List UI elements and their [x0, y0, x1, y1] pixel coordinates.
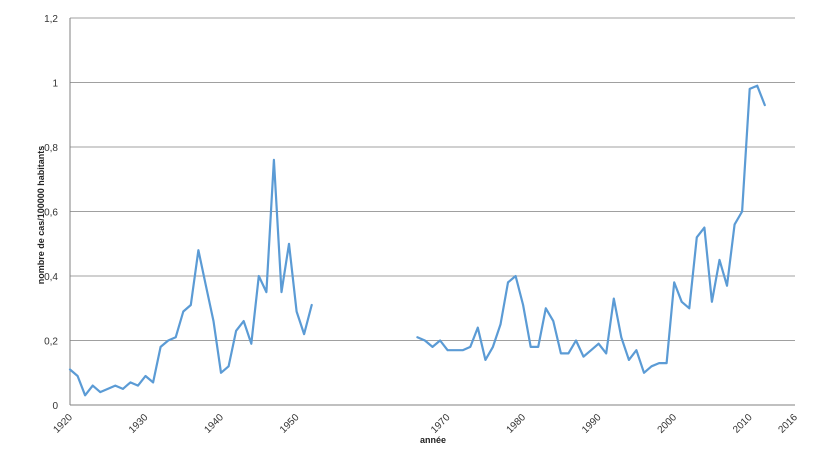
y-tick-label: 0,6: [44, 208, 58, 219]
x-tick-label: 1970: [429, 412, 453, 436]
x-axis-label: année: [420, 435, 446, 445]
series-segment: [416, 84, 766, 374]
y-tick-label: 1: [52, 79, 58, 90]
series-segment: [68, 158, 313, 397]
x-tick-label: 2000: [656, 412, 680, 436]
y-axis-label: nombre de cas/100000 habitants: [36, 146, 46, 285]
x-tick-label: 2010: [731, 412, 755, 436]
y-tick-labels: 0 0,2 0,4 0,6 0,8 1 1,2: [44, 14, 58, 412]
x-tick-label: 1930: [127, 412, 151, 436]
y-tick-label: 1,2: [44, 14, 58, 25]
x-tick-label: 1940: [202, 412, 226, 436]
x-tick-label: 1920: [51, 412, 75, 436]
x-tick-label: 1980: [505, 412, 529, 436]
axes: [69, 18, 795, 406]
x-tick-label: 1990: [580, 412, 604, 436]
y-tick-label: 0,2: [44, 337, 58, 348]
y-tick-label: 0: [52, 401, 58, 412]
y-tick-label: 0,4: [44, 272, 58, 283]
x-tick-label: 2016: [776, 412, 800, 436]
series-line: [68, 84, 766, 397]
gridlines: [70, 17, 795, 341]
x-tick-label: 1950: [278, 412, 302, 436]
x-tick-labels: 1920 1930 1940 1950 1970 1980 1990 2000 2010 2016: [51, 412, 800, 436]
y-tick-label: 0,8: [44, 143, 58, 154]
